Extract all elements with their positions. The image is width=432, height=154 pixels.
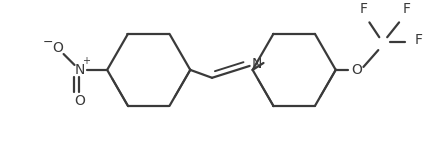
Text: F: F xyxy=(403,2,411,16)
Text: N: N xyxy=(251,57,262,71)
Text: N: N xyxy=(74,63,85,77)
Text: F: F xyxy=(415,33,423,47)
Text: O: O xyxy=(74,94,85,107)
Text: +: + xyxy=(83,56,90,66)
Text: −: − xyxy=(42,36,53,49)
Text: O: O xyxy=(351,63,362,77)
Text: O: O xyxy=(52,41,63,55)
Text: F: F xyxy=(359,2,368,16)
